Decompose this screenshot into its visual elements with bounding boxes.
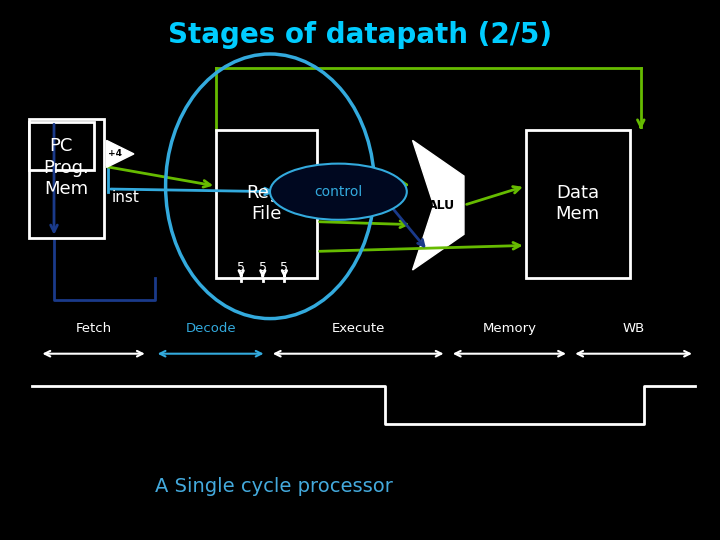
Text: Decode: Decode xyxy=(185,322,236,335)
Text: Execute: Execute xyxy=(331,322,385,335)
Text: Stages of datapath (2/5): Stages of datapath (2/5) xyxy=(168,21,552,49)
Text: +4: +4 xyxy=(108,150,122,158)
Text: Reg.
File: Reg. File xyxy=(246,185,287,223)
Text: Memory: Memory xyxy=(482,322,536,335)
FancyBboxPatch shape xyxy=(29,122,94,170)
Text: 5: 5 xyxy=(280,261,289,274)
Text: Fetch: Fetch xyxy=(76,322,112,335)
Text: WB: WB xyxy=(623,322,644,335)
Polygon shape xyxy=(413,140,464,270)
Text: Data
Mem: Data Mem xyxy=(556,185,600,223)
FancyBboxPatch shape xyxy=(526,130,630,278)
Text: control: control xyxy=(314,185,363,199)
Text: 5: 5 xyxy=(237,261,246,274)
Text: A Single cycle processor: A Single cycle processor xyxy=(155,476,392,496)
Ellipse shape xyxy=(270,164,407,220)
Text: 5: 5 xyxy=(258,261,267,274)
FancyBboxPatch shape xyxy=(29,119,104,238)
Polygon shape xyxy=(107,140,134,167)
Text: inst: inst xyxy=(112,190,140,205)
Text: PC: PC xyxy=(50,137,73,155)
FancyBboxPatch shape xyxy=(216,130,317,278)
Text: ALU: ALU xyxy=(428,199,455,212)
Text: Prog.
Mem: Prog. Mem xyxy=(44,159,89,198)
